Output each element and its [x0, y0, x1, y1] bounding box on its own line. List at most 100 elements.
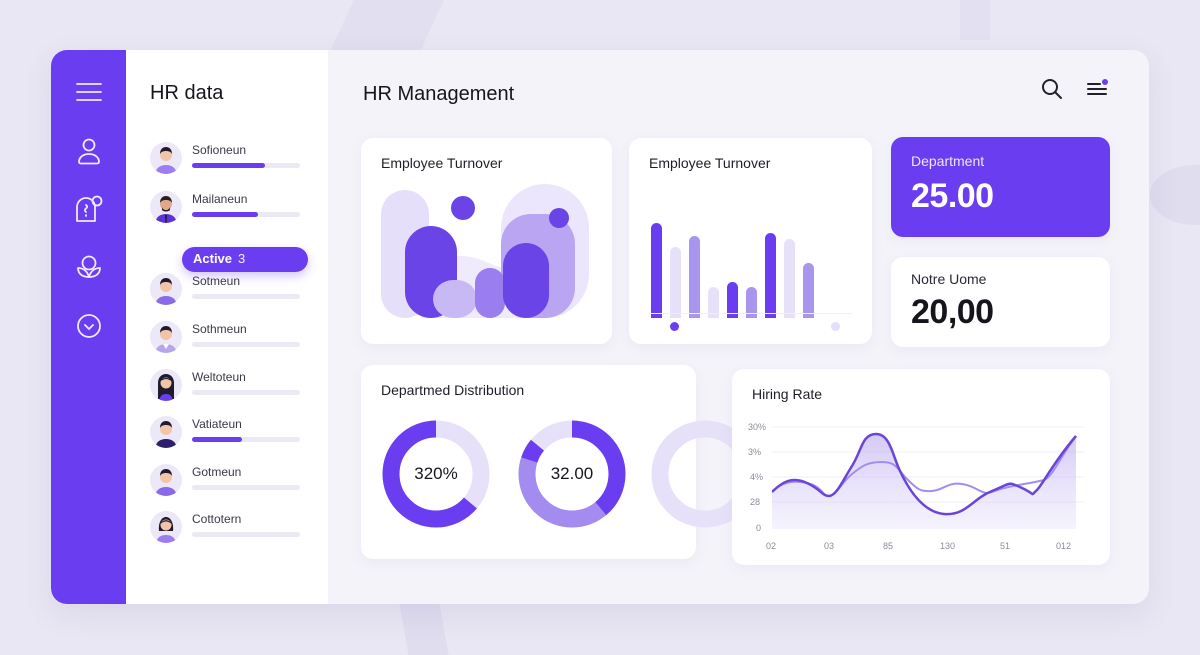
bar: [651, 223, 662, 318]
employee-item[interactable]: Cottotern: [150, 511, 310, 551]
employee-name: Vatiateun: [192, 417, 242, 431]
avatar: [150, 416, 182, 448]
rail-item-approvals[interactable]: [73, 312, 105, 344]
bar: [784, 239, 795, 318]
employee-progress: [192, 163, 300, 168]
x-tick: 03: [824, 541, 835, 551]
employee-item[interactable]: Sotmeun: [150, 273, 310, 313]
hiring-rate-line-chart: [772, 426, 1084, 529]
employee-item[interactable]: Gotmeun: [150, 464, 310, 504]
kpi-value: 25.00: [911, 177, 994, 215]
y-tick: 0: [756, 523, 762, 533]
background-shape: [960, 0, 990, 40]
employee-turnover-bar-card: Employee Turnover: [629, 138, 872, 344]
employee-item[interactable]: Vatiateun: [150, 416, 310, 456]
active-filter-pill[interactable]: Active 3: [182, 247, 308, 272]
bar: [765, 233, 776, 318]
avatar: [150, 321, 182, 353]
kpi-value: 20,00: [911, 293, 994, 331]
donut-chart: 32.00: [518, 420, 626, 528]
avatar: [150, 191, 182, 223]
employee-progress: [192, 342, 300, 347]
y-tick: 3%: [748, 447, 762, 457]
turnover-illustration: [381, 184, 589, 318]
avatar: [150, 273, 182, 305]
employee-name: Weltoteun: [192, 370, 246, 384]
hiring-rate-card: Hiring Rate 30% 3% 4% 28 0 02 03 85 130 …: [732, 369, 1110, 565]
background-shape: [1150, 165, 1200, 225]
employee-name: Sothmeun: [192, 322, 247, 336]
employee-item[interactable]: Weltoteun: [150, 369, 310, 409]
kpi-label: Department: [911, 153, 985, 169]
secondary-kpi-card[interactable]: Notre Uome 20,00: [891, 257, 1110, 347]
user-icon: [76, 137, 102, 170]
menu-icon: [75, 81, 103, 108]
y-tick: 28: [750, 497, 761, 507]
rail-item-wellbeing[interactable]: [73, 253, 105, 285]
donut-center-label: 32.00: [550, 464, 594, 483]
x-tick: 012: [1056, 541, 1072, 551]
employee-progress: [192, 212, 300, 217]
employee-progress: [192, 390, 300, 395]
menu-button[interactable]: [73, 78, 105, 110]
rail-item-users[interactable]: [73, 137, 105, 169]
employee-name: Mailaneun: [192, 192, 248, 206]
pagination-dot-active[interactable]: [670, 322, 679, 331]
y-tick: 30%: [748, 422, 767, 432]
x-tick: 130: [940, 541, 956, 551]
icon-rail: [51, 50, 126, 604]
panel-title: HR data: [150, 82, 224, 104]
background-shape: [398, 600, 452, 655]
leaf-icon: [75, 253, 103, 286]
card-title: Departmed Distribution: [381, 382, 525, 398]
bar: [670, 247, 681, 318]
menu-notification-icon: [1086, 78, 1110, 105]
employee-item[interactable]: Sofioneun: [150, 142, 310, 182]
employee-name: Sotmeun: [192, 274, 241, 288]
department-kpi-card[interactable]: Department 25.00: [891, 137, 1110, 237]
rail-item-notifications[interactable]: [73, 195, 105, 227]
bar: [803, 263, 814, 318]
options-menu-button[interactable]: [1085, 78, 1111, 104]
y-tick: 4%: [750, 472, 764, 482]
employee-item[interactable]: Mailaneun: [150, 191, 310, 231]
x-tick: 85: [883, 541, 894, 551]
donut-chart: 320%: [382, 420, 490, 528]
x-tick: 51: [1000, 541, 1011, 551]
chart-baseline: [649, 313, 852, 314]
employee-progress: [192, 485, 300, 490]
active-pill-count: 3: [238, 251, 246, 266]
avatar: [150, 464, 182, 496]
bar-chart: [649, 198, 859, 318]
employee-name: Gotmeun: [192, 465, 242, 479]
avatar: [150, 142, 182, 174]
employee-progress: [192, 532, 300, 537]
pagination-dot[interactable]: [831, 322, 840, 331]
search-button[interactable]: [1039, 78, 1065, 104]
card-title: Employee Turnover: [649, 155, 771, 171]
hr-data-panel: HR data Sofioneun Mailaneun Active 3 Sotm…: [126, 50, 328, 604]
avatar: [150, 369, 182, 401]
bar: [708, 287, 719, 318]
app-window: HR data Sofioneun Mailaneun Active 3 Sotm…: [51, 50, 1149, 604]
bar: [689, 236, 700, 318]
search-icon: [1041, 78, 1063, 105]
card-title: Hiring Rate: [752, 386, 823, 402]
bar: [746, 287, 757, 318]
x-tick: 02: [766, 541, 777, 551]
department-distribution-card: Departmed Distribution 320% 32.00: [361, 365, 759, 559]
bar: [727, 282, 738, 318]
active-pill-label: Active: [193, 251, 233, 266]
avatar: [150, 511, 182, 543]
employee-progress: [192, 437, 300, 442]
employee-name: Cottotern: [192, 512, 242, 526]
employee-progress: [192, 294, 300, 299]
check-circle-icon: [76, 313, 102, 344]
employee-name: Sofioneun: [192, 143, 247, 157]
employee-item[interactable]: Sothmeun: [150, 321, 310, 361]
card-title: Employee Turnover: [381, 155, 503, 171]
notification-icon: [73, 194, 105, 229]
employee-turnover-illustration-card: Employee Turnover: [361, 138, 612, 344]
donut-center-label: 320%: [414, 464, 458, 483]
kpi-label: Notre Uome: [911, 271, 987, 287]
